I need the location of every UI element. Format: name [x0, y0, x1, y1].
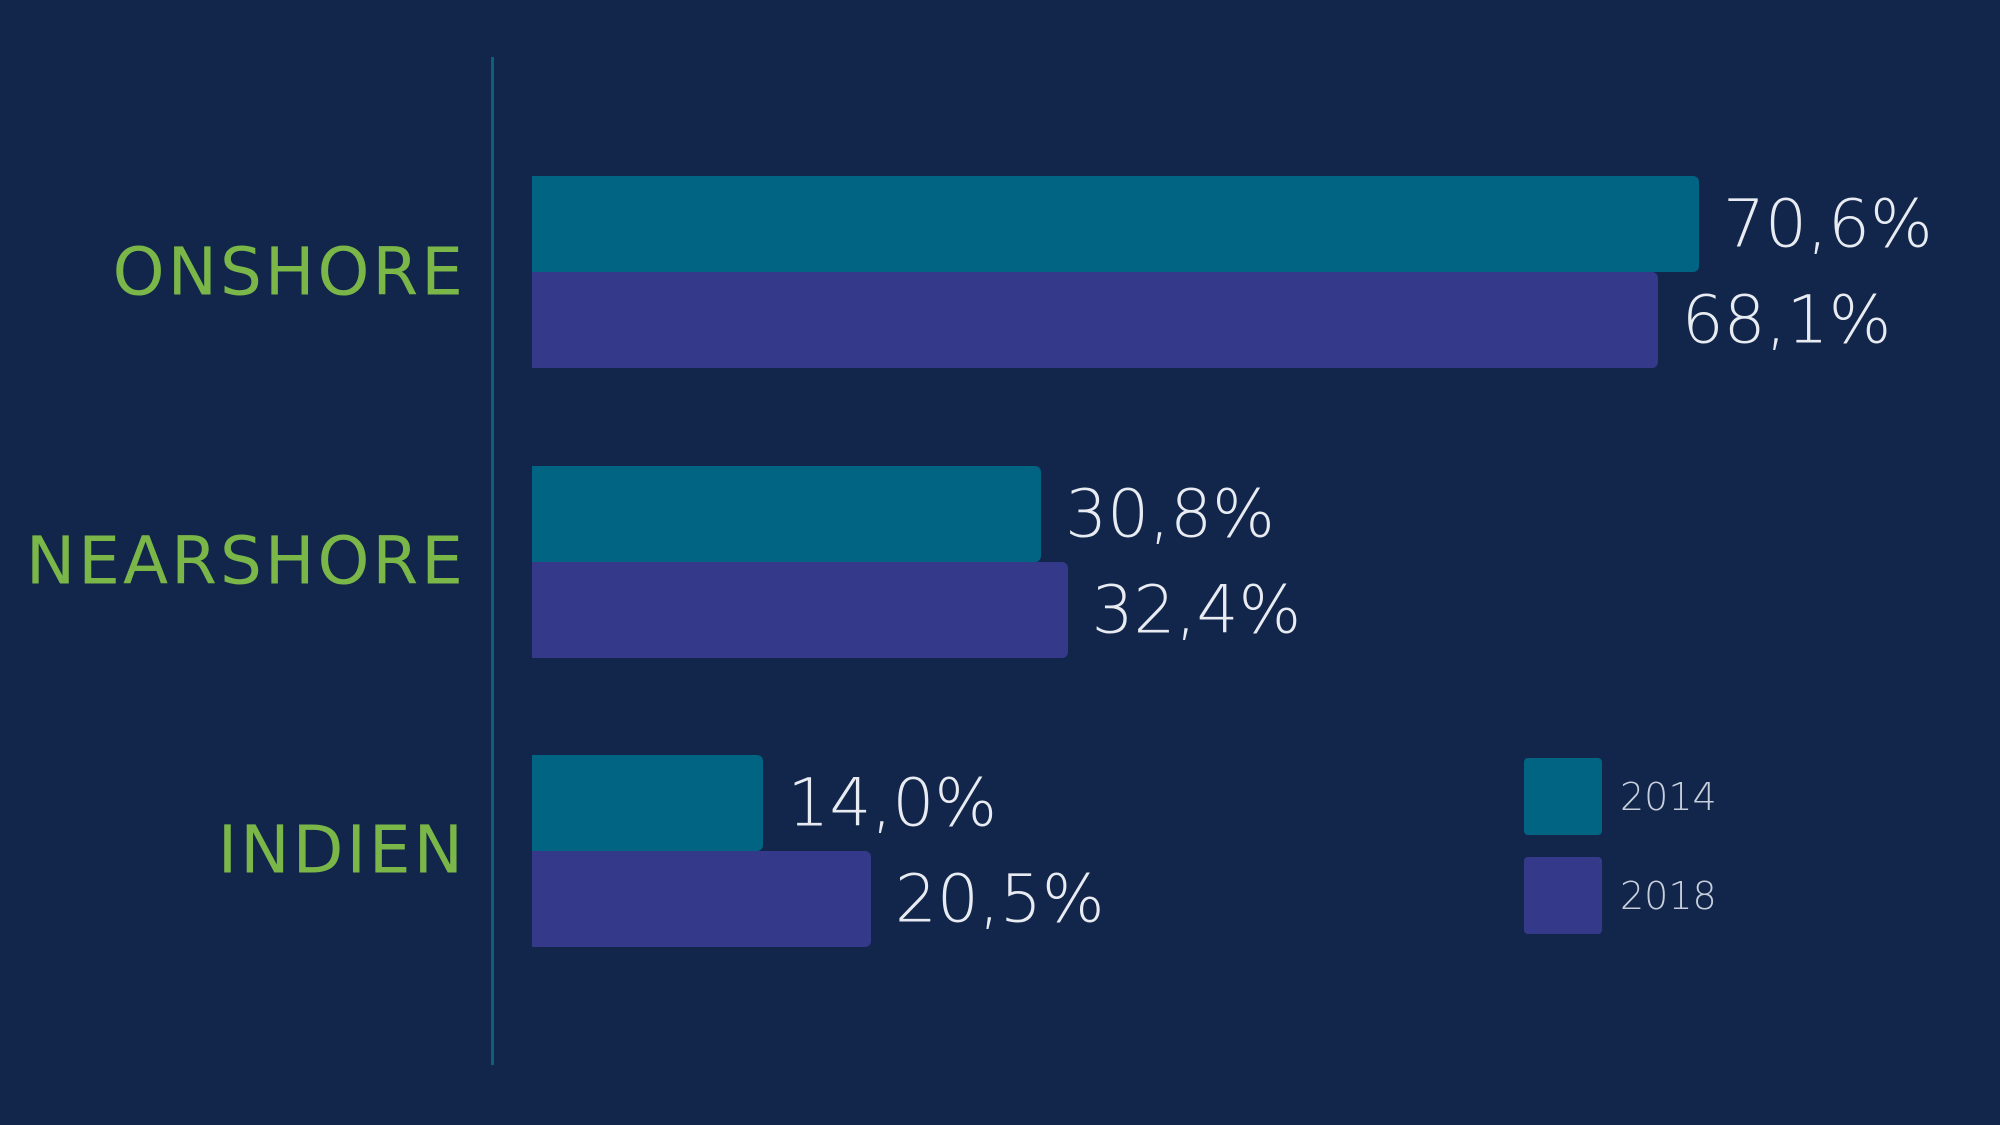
bar-onshore-2014: [532, 176, 1700, 272]
data-label-nearshore-2014: 30,8%: [1065, 475, 1275, 553]
category-axis-line: [491, 57, 494, 1065]
category-label-onshore: ONSHORE: [112, 233, 466, 311]
bar-nearshore-2018: [532, 562, 1068, 658]
legend-swatch-2014: [1524, 758, 1602, 835]
legend-swatch-2018: [1524, 857, 1602, 934]
data-label-nearshore-2018: 32,4%: [1091, 571, 1302, 649]
category-label-nearshore: NEARSHORE: [25, 522, 466, 600]
data-label-indien-2014: 14,0%: [787, 764, 998, 842]
legend-label-2014: 2014: [1620, 775, 1717, 819]
data-label-indien-2018: 20,5%: [894, 860, 1105, 938]
data-label-onshore-2018: 68,1%: [1681, 281, 1892, 359]
bar-nearshore-2014: [532, 466, 1042, 562]
bar-indien-2014: [532, 755, 764, 851]
legend-label-2018: 2018: [1620, 874, 1717, 918]
bar-indien-2018: [532, 851, 871, 947]
category-label-indien: INDIEN: [217, 811, 466, 889]
bar-onshore-2018: [532, 272, 1658, 368]
data-label-onshore-2014: 70,6%: [1723, 185, 1933, 263]
